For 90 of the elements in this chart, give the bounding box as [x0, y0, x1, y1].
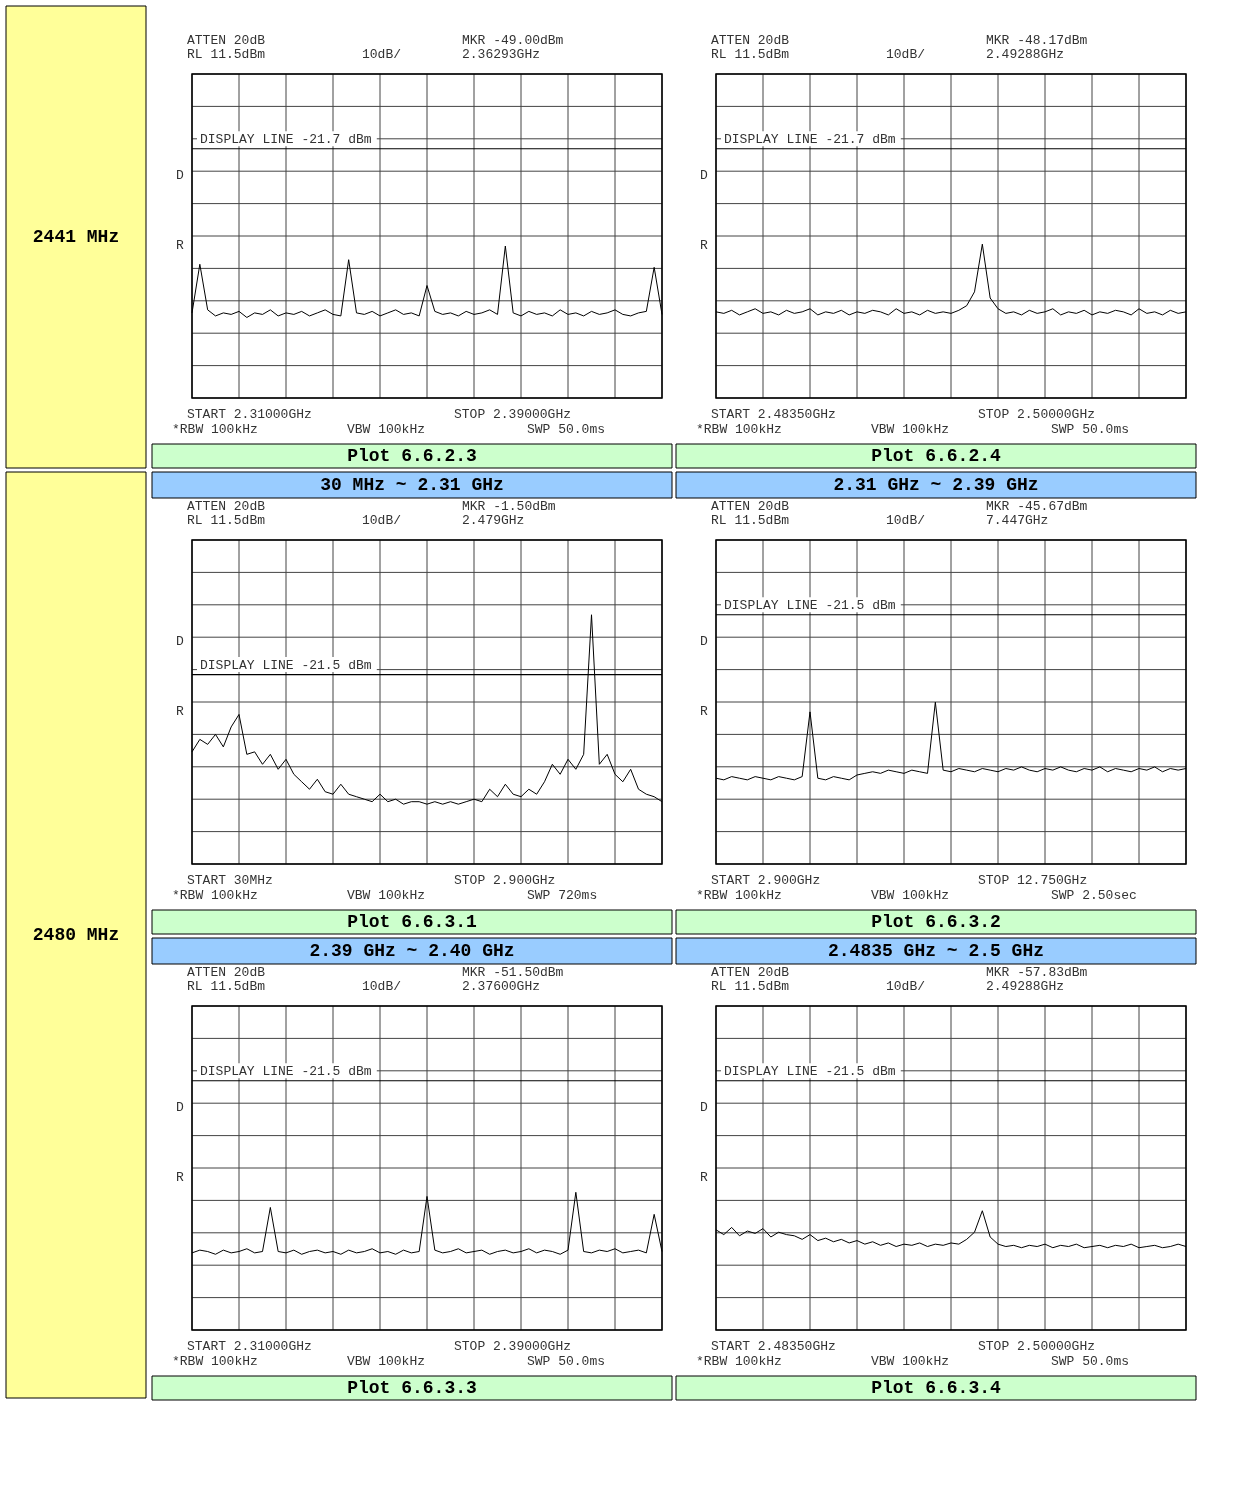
- text: ATTEN 20dB: [711, 499, 790, 514]
- text: STOP 2.900GHz: [454, 873, 556, 888]
- text: 2.36293GHz: [462, 47, 541, 62]
- text: RL 11.5dBm: [711, 979, 790, 994]
- text: D: [176, 634, 185, 650]
- text: 10dB/: [362, 979, 402, 994]
- text: ATTEN 20dB: [187, 33, 266, 48]
- text: MKR -51.50dBm: [462, 965, 564, 980]
- text: Plot 6.6.2.3: [347, 446, 477, 466]
- text: ATTEN 20dB: [187, 965, 266, 980]
- text: R: [176, 703, 185, 719]
- text: Plot 6.6.3.1: [347, 912, 478, 932]
- text: ATTEN 20dB: [711, 965, 790, 980]
- text: D: [176, 168, 185, 184]
- ref-line-label: DISPLAY LINE -21.5 dBm: [724, 1063, 896, 1079]
- text: MKR -45.67dBm: [986, 499, 1088, 514]
- text: *RBW 100kHz: [172, 422, 258, 437]
- ref-line-label: DISPLAY LINE -21.5 dBm: [200, 657, 372, 673]
- text: *RBW 100kHz: [172, 1354, 258, 1369]
- text: RL 11.5dBm: [187, 47, 266, 62]
- text: R: [700, 1169, 709, 1185]
- text: SWP 2.50sec: [1051, 888, 1137, 903]
- text: SWP 50.0ms: [1051, 422, 1130, 437]
- text: START 30MHz: [187, 873, 273, 888]
- text: MKR -1.50dBm: [462, 499, 556, 514]
- text: D: [700, 1100, 709, 1116]
- chart-subtitle: 2.31 GHz ~ 2.39 GHz: [833, 475, 1039, 495]
- chart-subtitle: 2.4835 GHz ~ 2.5 GHz: [827, 941, 1045, 961]
- ref-line-label: DISPLAY LINE -21.5 dBm: [724, 597, 896, 613]
- chart-subtitle: 2.39 GHz ~ 2.40 GHz: [309, 941, 515, 961]
- text: VBW 100kHz: [347, 422, 426, 437]
- text: START 2.31000GHz: [187, 1339, 312, 1354]
- text: MKR -57.83dBm: [986, 965, 1088, 980]
- text: MKR -48.17dBm: [986, 33, 1088, 48]
- text: *RBW 100kHz: [172, 888, 258, 903]
- text: RL 11.5dBm: [711, 513, 790, 528]
- text: 10dB/: [886, 979, 926, 994]
- ref-line-label: DISPLAY LINE -21.7 dBm: [724, 131, 896, 147]
- text: VBW 100kHz: [871, 888, 950, 903]
- text: 2.49288GHz: [986, 47, 1065, 62]
- text: START 2.900GHz: [711, 873, 821, 888]
- text: Plot 6.6.3.2: [871, 912, 1001, 932]
- text: 7.447GHz: [986, 513, 1049, 528]
- text: 2.49288GHz: [986, 979, 1065, 994]
- text: RL 11.5dBm: [187, 979, 266, 994]
- text: START 2.48350GHz: [711, 407, 836, 422]
- text: 2480 MHz: [32, 925, 120, 945]
- text: STOP 2.50000GHz: [978, 1339, 1096, 1354]
- text: VBW 100kHz: [871, 422, 950, 437]
- ref-line-label: DISPLAY LINE -21.7 dBm: [200, 131, 372, 147]
- text: SWP 50.0ms: [527, 422, 606, 437]
- text: 10dB/: [362, 47, 402, 62]
- text: ATTEN 20dB: [187, 499, 266, 514]
- text: 2441 MHz: [32, 227, 120, 247]
- text: D: [176, 1100, 185, 1116]
- chart-subtitle: 30 MHz ~ 2.31 GHz: [320, 475, 504, 495]
- text: VBW 100kHz: [871, 1354, 950, 1369]
- text: *RBW 100kHz: [696, 422, 782, 437]
- ref-line-label: DISPLAY LINE -21.5 dBm: [200, 1063, 372, 1079]
- text: MKR -49.00dBm: [462, 33, 564, 48]
- text: RL 11.5dBm: [187, 513, 266, 528]
- text: START 2.48350GHz: [711, 1339, 836, 1354]
- text: 10dB/: [886, 47, 926, 62]
- text: R: [176, 237, 185, 253]
- text: D: [700, 168, 709, 184]
- text: *RBW 100kHz: [696, 888, 782, 903]
- text: STOP 2.39000GHz: [454, 1339, 572, 1354]
- text: VBW 100kHz: [347, 1354, 426, 1369]
- text: SWP 50.0ms: [527, 1354, 606, 1369]
- text: Plot 6.6.2.4: [871, 446, 1002, 466]
- text: START 2.31000GHz: [187, 407, 312, 422]
- text: R: [700, 237, 709, 253]
- text: 2.37600GHz: [462, 979, 541, 994]
- text: STOP 2.39000GHz: [454, 407, 572, 422]
- text: R: [176, 1169, 185, 1185]
- text: *RBW 100kHz: [696, 1354, 782, 1369]
- text: D: [700, 634, 709, 650]
- text: RL 11.5dBm: [711, 47, 790, 62]
- text: ATTEN 20dB: [711, 33, 790, 48]
- text: Plot 6.6.3.4: [871, 1378, 1002, 1398]
- text: SWP 720ms: [527, 888, 598, 903]
- text: STOP 2.50000GHz: [978, 407, 1096, 422]
- text: VBW 100kHz: [347, 888, 426, 903]
- text: Plot 6.6.3.3: [347, 1378, 477, 1398]
- text: 10dB/: [362, 513, 402, 528]
- text: 2.479GHz: [462, 513, 525, 528]
- text: 10dB/: [886, 513, 926, 528]
- text: R: [700, 703, 709, 719]
- text: STOP 12.750GHz: [978, 873, 1088, 888]
- text: SWP 50.0ms: [1051, 1354, 1130, 1369]
